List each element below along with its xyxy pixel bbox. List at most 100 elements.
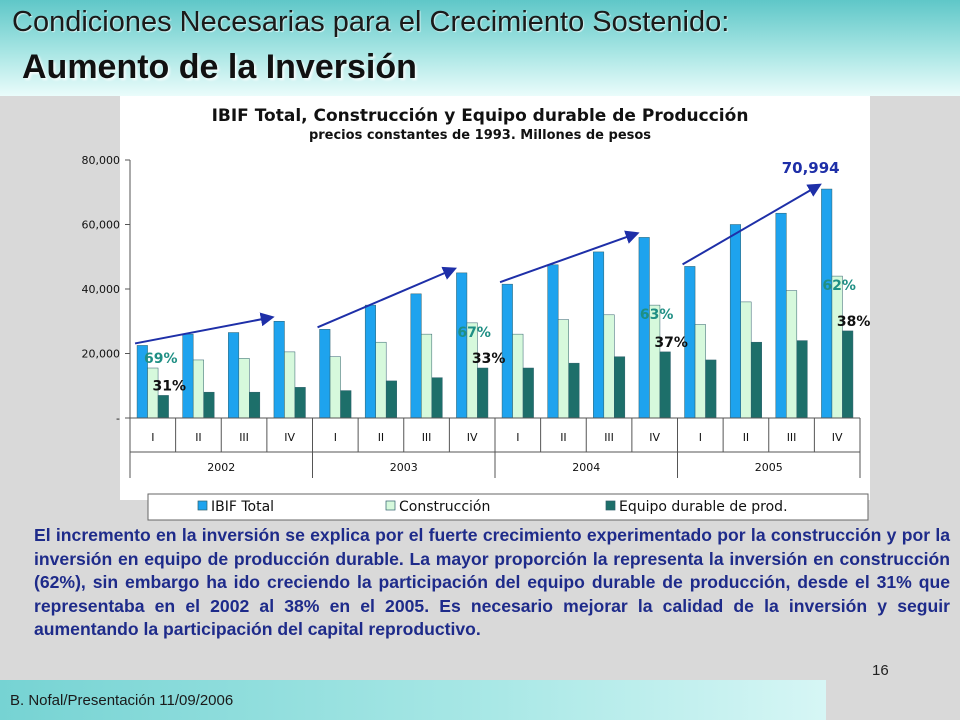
data-label-equipo-2005-IV: 38%: [837, 314, 871, 330]
bar-construccion-1: [192, 359, 204, 419]
bar-construccion-13: [740, 301, 752, 419]
data-label-equipo-2004-IV: 37%: [654, 335, 688, 351]
bar-ibif-13: [729, 224, 741, 419]
bar-ibif-5: [364, 304, 376, 419]
bar-construccion-5: [375, 341, 387, 419]
data-label-construccion-2005-IV: 62%: [822, 278, 856, 294]
y-tick-label: 80,000: [82, 154, 121, 167]
data-label-construccion-2004-IV: 63%: [640, 307, 674, 323]
legend-label-equipo: Equipo durable de prod.: [619, 499, 788, 515]
bars: [136, 188, 854, 419]
x-tick-label: III: [604, 431, 614, 444]
bar-ibif-1: [182, 333, 194, 419]
data-label-construccion-2002-I: 69%: [144, 351, 178, 367]
bar-equipo-2: [249, 391, 261, 419]
x-tick-label: IV: [467, 431, 478, 444]
bar-ibif-15: [821, 188, 833, 419]
trend-arrow-2005: [682, 183, 822, 266]
bar-equipo-7: [477, 367, 489, 419]
bar-ibif-9: [547, 264, 559, 419]
bar-equipo-1: [203, 391, 215, 419]
bar-ibif-14: [775, 212, 787, 419]
y-tick-label: -: [116, 412, 120, 425]
legend-swatch-construccion: [385, 500, 396, 511]
bar-construccion-14: [786, 290, 798, 419]
trend-arrow-2003: [317, 266, 458, 329]
bar-ibif-6: [410, 293, 422, 419]
bar-equipo-0: [157, 395, 169, 419]
bar-ibif-4: [319, 329, 331, 419]
slide-title: Condiciones Necesarias para el Crecimien…: [12, 6, 730, 38]
chart-legend: IBIF Total Construcción Equipo durable de …: [147, 493, 869, 521]
x-tick-label: II: [195, 431, 202, 444]
bar-equipo-9: [568, 362, 580, 419]
investment-bar-chart: IBIF Total, Construcción y Equipo durabl…: [82, 96, 870, 521]
bar-equipo-14: [796, 340, 808, 419]
x-group-label: 2002: [207, 461, 235, 474]
x-tick-label: III: [422, 431, 432, 444]
x-tick-label: III: [787, 431, 797, 444]
chart-container: IBIF Total, Construcción y Equipo durabl…: [0, 96, 960, 526]
bar-construccion-3: [284, 351, 296, 419]
x-tick-label: IV: [284, 431, 295, 444]
x-tick-label: II: [378, 431, 385, 444]
legend-box: [147, 493, 869, 521]
x-tick-label: IV: [649, 431, 660, 444]
bar-construccion-9: [557, 319, 569, 419]
bar-equipo-8: [522, 367, 534, 419]
data-labels: 69% 31% 67% 33% 63% 37% 62% 38% 70,994: [144, 159, 870, 394]
x-group-label: 2004: [572, 461, 600, 474]
bar-ibif-2: [228, 332, 240, 419]
bar-equipo-6: [431, 377, 443, 419]
page-number: 16: [872, 662, 889, 679]
bar-ibif-11: [638, 237, 650, 419]
bar-construccion-6: [421, 333, 433, 419]
x-tick-label: I: [334, 431, 337, 444]
slide-subtitle: Aumento de la Inversión: [22, 48, 417, 86]
x-group-label: 2005: [755, 461, 783, 474]
header-banner: Condiciones Necesarias para el Crecimien…: [0, 0, 960, 96]
bar-construccion-2: [238, 358, 250, 419]
bar-construccion-15: [831, 275, 843, 419]
x-tick-label: II: [560, 431, 567, 444]
bar-equipo-13: [750, 341, 762, 419]
legend-swatch-ibif: [197, 500, 208, 511]
data-label-ibif-2005-IV: 70,994: [782, 159, 840, 177]
x-tick-label: II: [743, 431, 750, 444]
y-tick-label: 60,000: [82, 219, 121, 232]
legend-swatch-equipo: [605, 500, 616, 511]
y-axis: 80,000 60,000 40,000 20,000 -: [82, 154, 131, 425]
x-tick-label: I: [151, 431, 154, 444]
data-label-construccion-2003-IV: 67%: [457, 325, 491, 341]
trend-arrow-2002: [134, 312, 275, 345]
explanation-paragraph: El incremento en la inversión se explica…: [34, 525, 950, 639]
x-tick-label: I: [699, 431, 702, 444]
chart-title: IBIF Total, Construcción y Equipo durabl…: [212, 106, 749, 126]
data-label-equipo-2003-IV: 33%: [472, 351, 506, 367]
bar-equipo-11: [659, 351, 671, 419]
bar-construccion-12: [694, 324, 706, 419]
trend-arrow-2004: [499, 230, 640, 284]
x-tick-label: IV: [832, 431, 843, 444]
bar-equipo-10: [614, 356, 626, 419]
bar-ibif-3: [273, 321, 285, 419]
bar-construccion-4: [329, 356, 341, 419]
footer-bar: B. Nofal/Presentación 11/09/2006: [0, 680, 826, 720]
data-label-equipo-2002-I: 31%: [153, 378, 187, 394]
x-tick-label: I: [516, 431, 519, 444]
y-tick-label: 20,000: [82, 348, 121, 361]
trend-arrows: [134, 183, 822, 345]
bar-equipo-15: [842, 330, 854, 419]
x-tick-label: III: [239, 431, 249, 444]
bar-equipo-3: [294, 387, 306, 419]
bar-ibif-7: [456, 272, 468, 419]
bar-ibif-10: [593, 251, 605, 419]
x-group-label: 2003: [390, 461, 418, 474]
bar-construccion-8: [512, 333, 524, 419]
y-tick-label: 40,000: [82, 283, 121, 296]
bar-equipo-5: [385, 380, 397, 419]
bar-construccion-10: [603, 314, 615, 419]
legend-label-ibif: IBIF Total: [211, 499, 274, 515]
bar-equipo-12: [705, 359, 717, 419]
